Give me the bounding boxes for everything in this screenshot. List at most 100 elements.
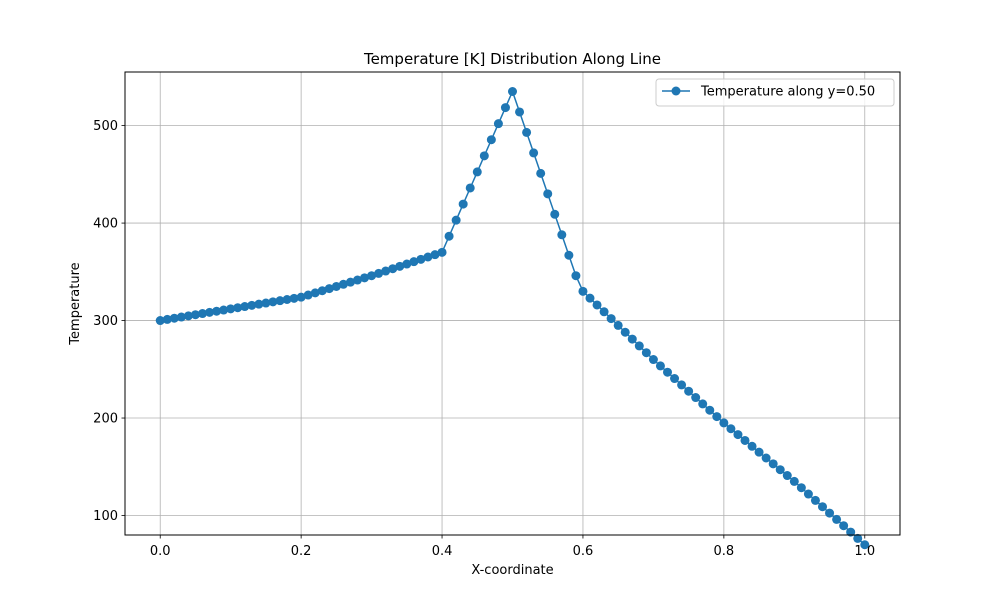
data-point <box>592 300 602 310</box>
data-point <box>261 298 271 308</box>
data-point <box>508 86 517 96</box>
y-tick-layer: 100 200 300 400 500 <box>93 119 125 524</box>
data-point <box>183 311 193 321</box>
data-point <box>444 231 454 241</box>
data-point <box>698 399 708 409</box>
data-point <box>543 189 553 199</box>
legend: Temperature along y=0.50 <box>655 78 895 107</box>
x-axis-label: X-coordinate <box>471 563 553 578</box>
data-point <box>402 259 412 269</box>
data-point <box>853 533 863 543</box>
data-point <box>705 405 715 415</box>
y-tick-label: 200 <box>93 412 118 427</box>
data-point <box>247 300 257 310</box>
data-point <box>747 441 757 451</box>
data-point <box>536 168 546 178</box>
x-tick-label: 1.0 <box>854 544 875 559</box>
x-tick-label: 0.6 <box>573 544 594 559</box>
data-point <box>522 127 532 137</box>
data-point <box>564 250 574 260</box>
data-point <box>331 281 341 291</box>
data-point <box>381 266 391 276</box>
data-point <box>789 476 799 486</box>
data-point <box>479 151 489 161</box>
data-point <box>226 304 236 314</box>
y-axis-label: Temperature <box>68 262 83 345</box>
data-point <box>374 268 384 278</box>
data-point <box>451 215 461 225</box>
data-point <box>846 527 856 537</box>
data-point <box>606 314 616 324</box>
x-tick-label: 0.4 <box>432 544 453 559</box>
data-point <box>338 279 348 289</box>
data-point <box>465 183 475 193</box>
y-tick-label: 500 <box>93 119 118 134</box>
y-tick-label: 400 <box>93 217 118 232</box>
data-point <box>198 309 207 319</box>
data-point <box>684 386 694 396</box>
data-point <box>190 310 200 320</box>
x-tick-label: 0.0 <box>150 544 171 559</box>
data-point <box>360 273 370 283</box>
data-point <box>282 295 292 305</box>
data-point <box>712 412 722 422</box>
data-point <box>648 355 658 365</box>
data-point <box>726 424 736 434</box>
data-point <box>219 305 229 315</box>
data-point <box>670 374 680 384</box>
data-point <box>296 292 306 302</box>
data-point <box>825 508 835 518</box>
data-point <box>818 502 827 512</box>
data-point <box>500 103 510 113</box>
data-point <box>289 293 299 303</box>
data-point <box>550 209 560 219</box>
data-point <box>254 299 264 309</box>
data-point <box>268 297 278 307</box>
data-point <box>860 540 870 550</box>
data-point <box>409 257 419 267</box>
data-point <box>240 302 250 312</box>
data-point <box>754 447 764 457</box>
data-point <box>796 483 806 493</box>
data-point <box>155 316 165 326</box>
data-point <box>641 348 651 358</box>
data-point <box>367 271 377 281</box>
data-point <box>388 264 398 274</box>
data-point <box>353 275 362 285</box>
data-point <box>719 418 729 428</box>
legend-marker-swatch <box>671 86 681 96</box>
data-point <box>634 341 644 351</box>
data-point <box>740 435 750 445</box>
y-tick-label: 300 <box>93 314 118 329</box>
data-point <box>458 199 468 209</box>
data-point <box>761 453 771 463</box>
data-point <box>324 284 334 294</box>
data-point <box>839 521 849 531</box>
data-point <box>430 250 440 260</box>
data-point <box>599 307 609 317</box>
y-tick-label: 100 <box>93 509 118 524</box>
data-point <box>345 277 355 287</box>
grid-layer <box>125 72 900 535</box>
data-point <box>613 320 623 330</box>
data-point <box>233 303 243 313</box>
data-point <box>303 290 313 300</box>
data-point <box>395 261 405 271</box>
data-point <box>275 296 285 306</box>
data-point <box>627 334 637 344</box>
x-tick-label: 0.8 <box>714 544 735 559</box>
data-point <box>571 271 581 281</box>
data-point <box>437 247 447 257</box>
data-point <box>677 380 687 390</box>
data-point <box>691 393 701 403</box>
data-point <box>832 514 842 524</box>
legend-entry-label: Temperature along y=0.50 <box>700 85 875 100</box>
data-point <box>472 167 482 177</box>
legend-box <box>655 78 895 107</box>
data-point <box>515 107 525 117</box>
data-point <box>578 286 588 296</box>
data-point <box>529 148 539 158</box>
data-point <box>212 306 222 316</box>
chart-title: Temperature [K] Distribution Along Line <box>363 50 661 68</box>
